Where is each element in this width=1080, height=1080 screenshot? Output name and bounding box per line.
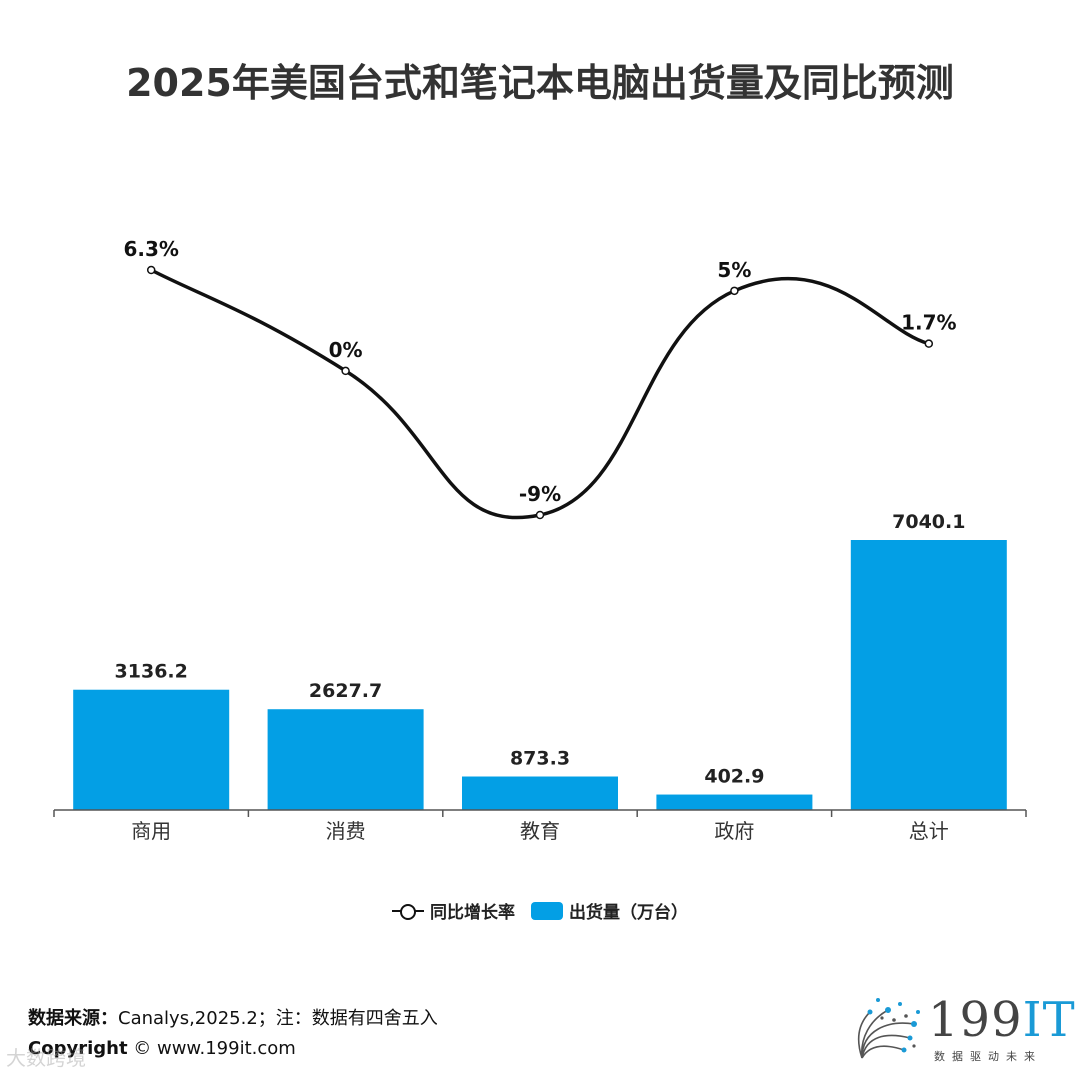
legend-label-shipments: 出货量（万台）	[569, 903, 688, 923]
dandelion-logo-icon	[857, 998, 920, 1059]
category-label-3: 教育	[520, 819, 560, 843]
bar-3[interactable]	[462, 776, 618, 810]
x-axis-labels: 商用 消费 教育 政府 总计	[131, 819, 949, 843]
growth-label-2: 0%	[329, 338, 363, 362]
legend-item-growth[interactable]: 同比增长率	[392, 898, 515, 923]
source-note: 数据来源：Canalys,2025.2；注：数据有四舍五入	[28, 1004, 438, 1030]
source-label: 数据来源：	[28, 1008, 118, 1029]
bar-value-label-3: 873.3	[510, 748, 570, 770]
x-axis-ticks	[53, 810, 1027, 817]
growth-points	[146, 265, 934, 520]
bar-5[interactable]	[850, 540, 1007, 810]
growth-label-1: 6.3%	[123, 237, 178, 261]
watermark: 大数跨境	[6, 1046, 86, 1070]
bar-series	[73, 540, 1007, 810]
logo-it: IT	[1022, 992, 1076, 1048]
category-label-1: 商用	[131, 819, 171, 843]
bar-1[interactable]	[73, 689, 230, 810]
growth-point-3[interactable]	[535, 510, 545, 520]
legend-item-shipments[interactable]: 出货量（万台）	[531, 898, 688, 923]
growth-point-1[interactable]	[146, 265, 156, 275]
bar-value-label-1: 3136.2	[115, 661, 188, 683]
category-label-4: 政府	[714, 819, 754, 843]
category-label-5: 总计	[909, 819, 949, 843]
growth-label-5: 1.7%	[901, 311, 956, 335]
growth-line	[150, 268, 930, 520]
bar-value-label-2: 2627.7	[309, 680, 382, 702]
growth-labels: 6.3% 0% -9% 5% 1.7%	[123, 237, 956, 506]
bar-swatch-icon	[531, 901, 563, 920]
logo-number: 199	[928, 992, 1023, 1048]
copyright-text: © www.199it.com	[127, 1038, 296, 1059]
bar-value-label-4: 402.9	[704, 766, 764, 788]
growth-point-5[interactable]	[924, 339, 934, 348]
copyright-note: Copyright © www.199it.com	[28, 1038, 296, 1059]
bar-value-labels: 3136.2 2627.7 873.3 402.9 7040.1	[115, 511, 966, 788]
source-text: Canalys,2025.2；注：数据有四舍五入	[118, 1008, 438, 1029]
growth-label-3: -9%	[519, 482, 561, 506]
chart-title: 2025年美国台式和笔记本电脑出货量及同比预测	[126, 61, 954, 105]
legend-label-growth: 同比增长率	[430, 903, 515, 923]
brand-logo: 199IT 数据驱动未来	[848, 990, 1075, 1070]
category-label-2: 消费	[326, 819, 366, 843]
bar-4[interactable]	[656, 794, 813, 810]
logo-wordmark: 199IT	[928, 992, 1076, 1048]
copyright-label: Copyright	[28, 1038, 128, 1059]
growth-label-4: 5%	[717, 258, 751, 282]
growth-point-4[interactable]	[730, 286, 739, 296]
growth-point-2[interactable]	[341, 366, 350, 376]
line-marker-icon	[392, 903, 424, 920]
legend: 同比增长率 出货量（万台）	[0, 898, 1080, 923]
logo-tagline: 数据驱动未来	[934, 1050, 1042, 1063]
bar-value-label-5: 7040.1	[892, 511, 965, 533]
bar-2[interactable]	[267, 709, 424, 810]
